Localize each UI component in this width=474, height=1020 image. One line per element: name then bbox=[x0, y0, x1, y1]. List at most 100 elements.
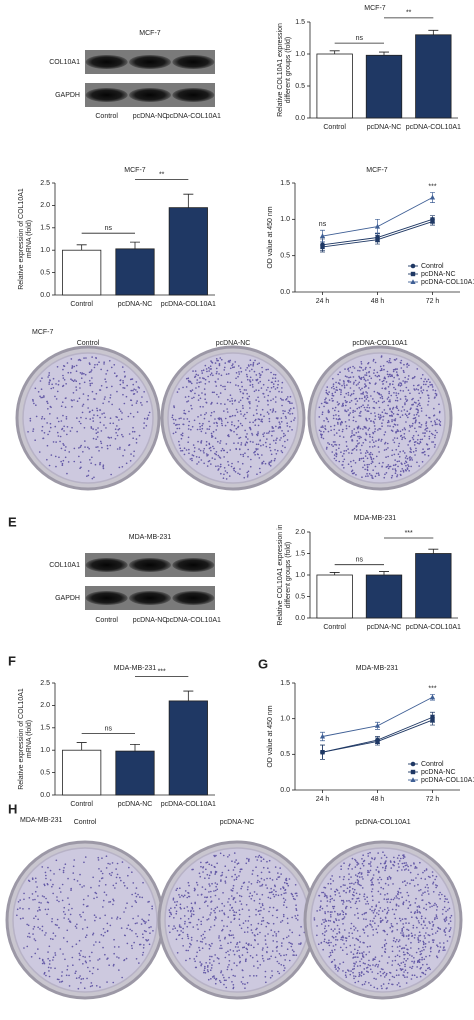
x-tick-label: Control bbox=[70, 801, 93, 808]
error-bar bbox=[76, 742, 87, 751]
y-tick-label: 0.5 bbox=[280, 253, 290, 260]
y-tick-label: 0.5 bbox=[280, 751, 290, 758]
y-tick-label: 0.0 bbox=[40, 292, 50, 299]
colonies bbox=[171, 357, 296, 480]
y-tick-label: 2.0 bbox=[40, 702, 50, 709]
error-bar bbox=[76, 244, 87, 251]
blot-row-label: GAPDH bbox=[55, 92, 80, 99]
blot-band bbox=[85, 88, 128, 102]
y-tick-label: 0.5 bbox=[40, 769, 50, 776]
x-tick-label: 48 h bbox=[371, 796, 385, 803]
plate-row-label: MDA-MB-231 bbox=[20, 817, 63, 824]
plate-well bbox=[164, 847, 310, 993]
point bbox=[374, 723, 381, 728]
blot-band bbox=[85, 558, 128, 572]
x-tick-label: Control bbox=[323, 124, 346, 131]
plate-column-label: Control bbox=[74, 819, 97, 826]
significance-label: ns bbox=[105, 725, 113, 732]
blot-lane-label: Control bbox=[95, 113, 118, 120]
chart-title: MDA-MB-231 bbox=[356, 665, 399, 672]
chart-title: MCF-7 bbox=[366, 167, 387, 174]
y-tick-label: 1.0 bbox=[295, 51, 305, 58]
panel-letter: E bbox=[8, 514, 17, 529]
legend-label: pcDNA-NC bbox=[421, 769, 456, 776]
y-tick-label: 2.5 bbox=[40, 680, 50, 687]
x-tick-label: pcDNA-COL10A1 bbox=[406, 624, 461, 631]
plate-row-label: MCF-7 bbox=[32, 329, 53, 336]
y-tick-label: 0.5 bbox=[295, 593, 305, 600]
y-axis-label: different groups (fold) bbox=[285, 37, 292, 103]
point bbox=[429, 194, 436, 200]
blot-band bbox=[85, 591, 128, 605]
y-tick-label: 0.0 bbox=[40, 792, 50, 799]
y-tick-label: 0.5 bbox=[295, 83, 305, 90]
x-tick-label: Control bbox=[323, 624, 346, 631]
x-tick-label: pcDNA-NC bbox=[367, 124, 402, 131]
error-bar bbox=[379, 571, 389, 575]
y-tick-label: 1.0 bbox=[40, 247, 50, 254]
significance-label: ns bbox=[356, 35, 364, 42]
significance-label: ns bbox=[356, 557, 364, 564]
error-bar bbox=[428, 29, 439, 35]
blot-row-label: COL10A1 bbox=[49, 59, 80, 66]
bar bbox=[316, 574, 353, 619]
x-tick-label: 24 h bbox=[316, 298, 330, 305]
significance-label: ns bbox=[105, 225, 113, 232]
error-bar bbox=[329, 572, 340, 575]
colonies bbox=[168, 852, 306, 990]
y-axis-label: different groups (fold) bbox=[285, 542, 292, 608]
x-tick-label: 24 h bbox=[316, 796, 330, 803]
chart-title: MCF-7 bbox=[124, 167, 145, 174]
plate-column-label: Control bbox=[77, 340, 100, 347]
y-axis-label: mRNA (fold) bbox=[26, 220, 33, 258]
significance-label: *** bbox=[405, 530, 413, 537]
y-tick-label: 0.0 bbox=[280, 787, 290, 794]
y-tick-label: 0.0 bbox=[295, 115, 305, 122]
x-tick-label: pcDNA-COL10A1 bbox=[161, 301, 216, 308]
blot-band bbox=[172, 558, 215, 572]
y-axis-label: Relative COL10A1 expression bbox=[277, 23, 284, 117]
blot-lane-label: Control bbox=[95, 617, 118, 624]
bar bbox=[62, 249, 102, 296]
legend-label: pcDNA-COL10A1 bbox=[421, 777, 474, 784]
y-tick-label: 1.0 bbox=[40, 747, 50, 754]
y-tick-label: 1.5 bbox=[40, 225, 50, 232]
plate-column-label: pcDNA-COL10A1 bbox=[352, 340, 407, 347]
y-tick-label: 1.0 bbox=[280, 716, 290, 723]
significance-label: *** bbox=[428, 183, 436, 190]
significance-label: ** bbox=[159, 171, 165, 178]
point bbox=[320, 244, 325, 250]
colonies bbox=[27, 356, 151, 480]
point bbox=[319, 233, 326, 239]
bar bbox=[168, 207, 208, 296]
series-line bbox=[322, 696, 433, 737]
y-tick-label: 1.5 bbox=[280, 180, 290, 187]
x-tick-label: pcDNA-NC bbox=[118, 801, 153, 808]
point bbox=[410, 777, 416, 782]
y-tick-label: 2.0 bbox=[40, 202, 50, 209]
bar bbox=[365, 54, 403, 119]
plate-well bbox=[22, 352, 154, 484]
x-tick-label: pcDNA-NC bbox=[118, 301, 153, 308]
y-tick-label: 1.5 bbox=[40, 725, 50, 732]
point bbox=[319, 733, 326, 739]
plate-column-label: pcDNA-NC bbox=[216, 340, 251, 347]
point bbox=[374, 223, 381, 229]
blot-band bbox=[85, 55, 128, 69]
y-tick-label: 0.5 bbox=[40, 269, 50, 276]
point bbox=[410, 271, 416, 277]
blot-band bbox=[129, 55, 171, 69]
blot-band bbox=[129, 591, 171, 605]
point bbox=[375, 739, 380, 744]
error-bar bbox=[130, 241, 140, 249]
y-tick-label: 1.0 bbox=[280, 216, 290, 223]
error-bar bbox=[428, 548, 439, 554]
bar bbox=[415, 34, 452, 119]
blot-title: MCF-7 bbox=[139, 30, 160, 37]
significance-label: ** bbox=[406, 10, 412, 17]
point bbox=[320, 749, 325, 755]
significance-label: *** bbox=[428, 685, 436, 692]
point bbox=[430, 717, 435, 723]
plate-column-label: pcDNA-NC bbox=[220, 819, 255, 826]
